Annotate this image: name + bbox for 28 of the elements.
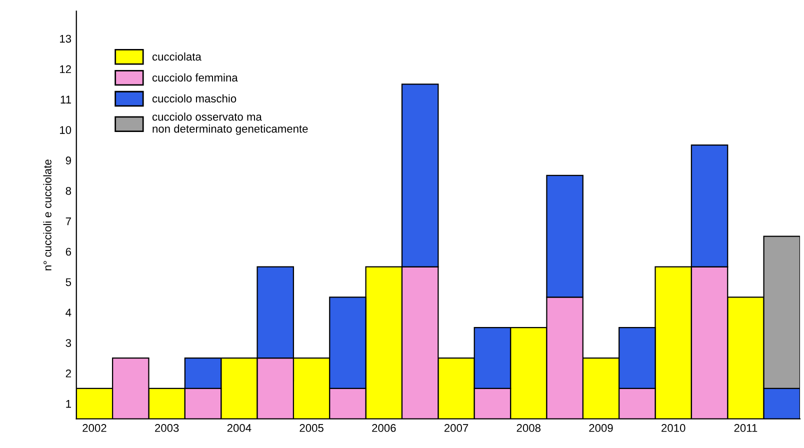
y-tick-label: 4 [66, 308, 72, 316]
y-tick-label: 13 [60, 34, 72, 43]
y-tick-label: 9 [66, 156, 71, 164]
y-tick-label: 2 [66, 370, 71, 378]
legend-label: cucciolo maschio [152, 94, 236, 103]
x-tick-label: 2005 [300, 424, 324, 432]
x-tick-label: 2008 [516, 424, 541, 432]
legend-label: cucciolata [152, 52, 202, 61]
y-tick-label: 11 [60, 96, 71, 104]
legend-label: cucciolo femmina [152, 73, 238, 82]
x-tick-label: 2006 [372, 424, 396, 432]
x-tick-label: 2002 [82, 424, 106, 432]
x-tick-label: 2009 [589, 424, 613, 432]
legend-label: cucciolo osservato ma non determinato geneticamente [152, 112, 308, 135]
y-tick-label: 7 [66, 218, 71, 226]
y-tick-label: 8 [66, 186, 72, 195]
x-tick-label: 2011 [734, 424, 758, 432]
x-tick-label: 2010 [662, 424, 686, 432]
y-tick-label: 5 [66, 278, 72, 286]
x-tick-label: 2004 [227, 424, 252, 432]
x-tick-label: 2003 [155, 424, 179, 432]
y-tick-label: 12 [60, 65, 71, 74]
y-tick-label: 1 [66, 400, 71, 408]
x-tick-label: 2007 [444, 424, 468, 432]
y-axis-title: n° cuccioli e cucciolate [43, 160, 52, 270]
y-tick-label: 3 [66, 339, 72, 347]
y-tick-label: 6 [66, 248, 72, 256]
y-tick-label: 10 [60, 126, 72, 134]
